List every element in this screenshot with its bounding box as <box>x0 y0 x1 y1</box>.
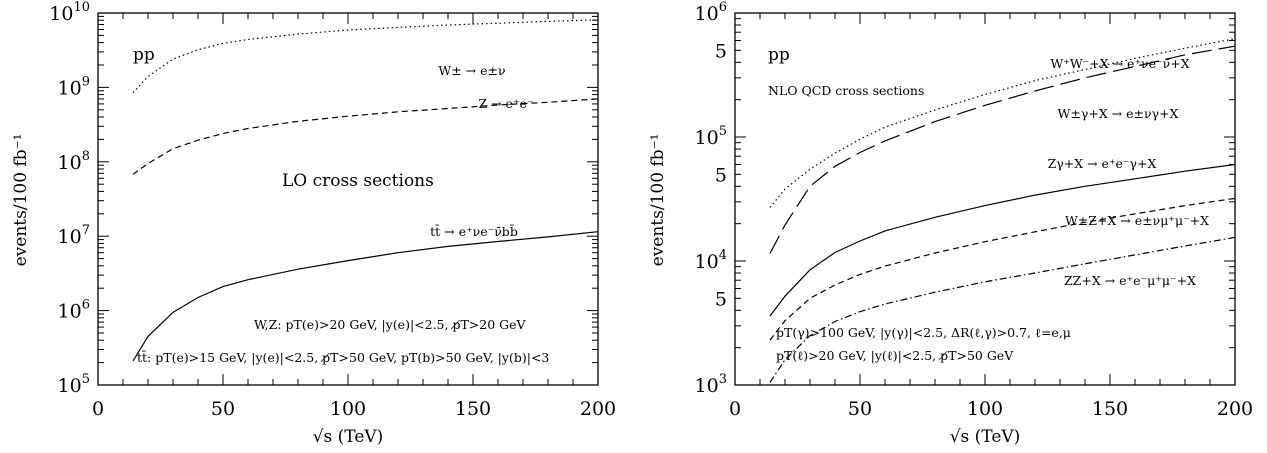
y-tick-label: 104 <box>695 248 727 273</box>
series-line-5 <box>769 236 1236 383</box>
y-tick-label: 1010 <box>49 0 90 25</box>
right-series-label-wz: W±Z+X → e±νμ⁺μ⁻+X <box>1065 213 1209 228</box>
series-line-4 <box>769 197 1236 341</box>
x-tick-label: 0 <box>729 398 741 420</box>
left-series-label-w: W± → e±ν <box>438 63 505 78</box>
y-tick-label: 105 <box>58 372 90 397</box>
series-line-3 <box>132 231 599 362</box>
left-x-axis-label: √s (TeV) <box>313 427 384 447</box>
y-tick-label: 105 <box>695 124 727 149</box>
left-series-lines <box>132 19 599 362</box>
right-axis-ticks <box>734 12 1236 386</box>
x-tick-label: 0 <box>92 398 104 420</box>
x-tick-label: 50 <box>211 398 235 420</box>
right-series-lines <box>769 38 1236 383</box>
left-series-label-tt: tt̄ → e⁺νe⁻ν̄bb̄ <box>430 223 518 239</box>
left-chart-panel: 0 50 100 150 200 105 106 107 108 109 1010 √s (TeV… <box>11 0 616 447</box>
right-series-label-zgamma: Zγ+X → e⁺e⁻γ+X <box>1048 156 1157 171</box>
right-x-tick-labels: 0 50 100 150 200 <box>729 398 1253 420</box>
right-section-label: NLO QCD cross sections <box>768 83 924 98</box>
right-series-label-ww: W⁺W⁻+X → e⁺νe⁻ν̄+X <box>1050 56 1189 71</box>
x-tick-label: 200 <box>580 398 616 420</box>
left-axis-ticks <box>97 12 599 386</box>
x-tick-label: 150 <box>455 398 491 420</box>
series-line-2 <box>132 98 599 175</box>
right-y-tick-labels: 103 5 104 5 105 5 106 <box>695 0 727 397</box>
right-series-label-zz: ZZ+X → e⁺e⁻μ⁺μ⁻+X <box>1064 273 1196 288</box>
series-line-1 <box>769 38 1236 208</box>
right-x-axis-label: √s (TeV) <box>950 427 1021 447</box>
y-tick-label: 109 <box>58 74 90 99</box>
y-tick-label: 106 <box>58 298 90 323</box>
left-cuts-wz: W,Z: pT(e)>20 GeV, |y(e)|<2.5, p̸T>20 Ge… <box>254 317 527 332</box>
left-section-label: LO cross sections <box>282 171 434 191</box>
y-tick-label: 5 <box>715 164 727 186</box>
series-line-2 <box>769 45 1236 254</box>
left-y-tick-labels: 105 106 107 108 109 1010 <box>49 0 90 397</box>
left-process-label: pp <box>133 45 155 65</box>
x-tick-label: 100 <box>967 398 1003 420</box>
series-line-3 <box>769 163 1236 317</box>
left-series-label-z: Z → e⁺e⁻ <box>478 96 533 111</box>
x-tick-label: 50 <box>848 398 872 420</box>
x-tick-label: 100 <box>330 398 366 420</box>
left-y-axis-label: events/100 fb⁻¹ <box>11 134 31 267</box>
right-series-label-wgamma: W±γ+X → e±νγ+X <box>1058 106 1179 121</box>
y-tick-label: 103 <box>695 372 727 397</box>
right-y-axis-label: events/100 fb⁻¹ <box>648 134 668 267</box>
right-chart-panel: 0 50 100 150 200 103 5 104 5 105 5 106 √s (TeV) ev… <box>648 0 1253 447</box>
y-tick-label: 107 <box>58 223 90 248</box>
left-cuts-tt: tt̄: pT(e)>15 GeV, |y(e)|<2.5, p̸T>50 Ge… <box>137 349 549 365</box>
y-tick-label: 106 <box>695 0 727 25</box>
x-tick-label: 200 <box>1217 398 1253 420</box>
y-tick-label: 5 <box>715 40 727 62</box>
x-tick-label: 150 <box>1092 398 1128 420</box>
right-cuts-photon: pT(γ)>100 GeV, |y(γ)|<2.5, ΔR(ℓ,γ)>0.7, … <box>776 325 1071 340</box>
right-cuts-lepton: pT(ℓ)>20 GeV, |y(ℓ)|<2.5, p̸T>50 GeV <box>776 348 1014 363</box>
y-tick-label: 108 <box>58 149 90 174</box>
left-x-tick-labels: 0 50 100 150 200 <box>92 398 616 420</box>
right-process-label: pp <box>768 45 790 65</box>
y-tick-label: 5 <box>715 288 727 310</box>
series-line-1 <box>132 19 599 94</box>
